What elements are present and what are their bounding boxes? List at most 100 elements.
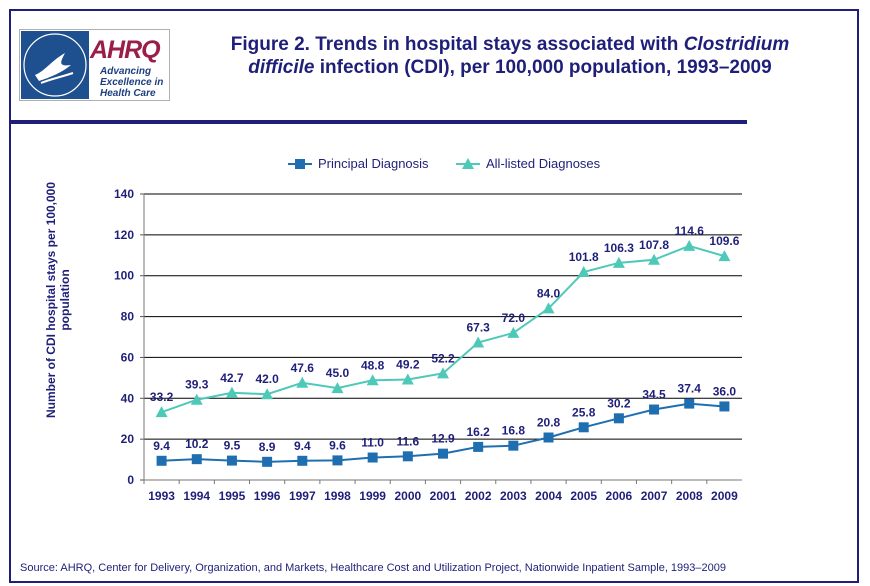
- y-tick-label: 80: [121, 310, 135, 324]
- data-point: [155, 406, 168, 418]
- tagline-line-1: Advancing: [100, 66, 152, 77]
- data-label: 84.0: [537, 286, 561, 300]
- figure-frame: [9, 9, 859, 583]
- x-tick-label: 2006: [606, 489, 633, 503]
- title-part-2: Clostridium: [683, 34, 790, 55]
- data-point: [332, 455, 343, 466]
- x-tick-label: 1999: [359, 489, 386, 503]
- y-tick-label: 0: [127, 473, 134, 487]
- x-tick-label: 2000: [394, 489, 421, 503]
- data-label: 109.6: [709, 234, 739, 248]
- data-point: [507, 326, 520, 338]
- data-point: [438, 448, 448, 459]
- data-point: [297, 455, 308, 466]
- data-label: 9.4: [294, 439, 311, 453]
- data-label: 11.0: [361, 436, 384, 450]
- y-tick-label: 20: [121, 432, 135, 446]
- data-label: 67.3: [466, 321, 490, 335]
- data-point: [473, 441, 484, 452]
- data-label: 33.2: [150, 390, 174, 404]
- data-label: 16.2: [466, 425, 490, 439]
- x-tick-label: 1996: [254, 489, 281, 503]
- figure-title: Figure 2. Trends in hospital stays assoc…: [180, 33, 840, 79]
- x-tick-label: 1993: [148, 489, 175, 503]
- data-label: 101.8: [569, 250, 599, 264]
- data-point: [262, 456, 273, 467]
- data-label: 107.8: [639, 238, 669, 252]
- tagline-line-3: Health Care: [100, 88, 156, 99]
- source-note: Source: AHRQ, Center for Delivery, Organ…: [20, 562, 726, 574]
- data-label: 39.3: [185, 378, 209, 392]
- data-point: [649, 404, 660, 415]
- data-label: 10.2: [185, 437, 209, 451]
- data-point: [261, 388, 274, 400]
- data-point: [190, 393, 203, 405]
- data-point: [226, 455, 237, 466]
- data-point: [401, 373, 414, 385]
- ahrq-wordmark: AHRQ: [90, 36, 161, 64]
- data-label: 37.4: [678, 382, 702, 396]
- data-label: 12.9: [431, 432, 455, 446]
- ahrq-tagline: Advancing Excellence in Health Care: [100, 66, 163, 99]
- x-tick-label: 1994: [183, 489, 210, 503]
- data-point: [366, 374, 379, 386]
- x-tick-label: 2003: [500, 489, 527, 503]
- data-label: 30.2: [607, 396, 631, 410]
- y-tick-label: 60: [121, 350, 135, 364]
- tagline-line-2: Excellence in: [100, 77, 164, 88]
- data-label: 9.6: [329, 438, 346, 452]
- data-point: [612, 256, 625, 268]
- data-point: [331, 382, 344, 394]
- data-label: 34.5: [642, 388, 666, 402]
- data-point: [578, 422, 589, 433]
- legend-label: All-listed Diagnoses: [486, 156, 601, 171]
- data-label: 36.0: [713, 384, 737, 398]
- x-tick-label: 2007: [641, 489, 668, 503]
- data-point: [191, 454, 202, 465]
- legend-marker: [462, 158, 474, 169]
- data-point: [437, 367, 449, 379]
- x-tick-label: 2009: [711, 489, 738, 503]
- x-tick-label: 2002: [465, 489, 492, 503]
- data-point: [402, 451, 413, 462]
- data-label: 106.3: [604, 241, 634, 255]
- data-label: 25.8: [572, 405, 596, 419]
- data-label: 49.2: [396, 357, 420, 371]
- x-tick-label: 1995: [219, 489, 246, 503]
- data-point: [718, 250, 731, 262]
- data-point: [648, 253, 661, 265]
- data-label: 45.0: [326, 366, 350, 380]
- data-point: [719, 401, 730, 412]
- data-label: 11.6: [396, 434, 419, 448]
- data-label: 16.8: [502, 424, 526, 438]
- data-point: [156, 455, 167, 466]
- data-point: [543, 432, 554, 443]
- data-label: 42.0: [255, 372, 279, 386]
- y-tick-label: 140: [114, 187, 134, 201]
- data-point: [613, 413, 624, 424]
- data-label: 52.2: [431, 351, 455, 365]
- series-line: [161, 244, 725, 414]
- hhs-seal-icon: [21, 31, 89, 99]
- x-tick-label: 2004: [535, 489, 562, 503]
- y-axis-label: Number of CDI hospital stays per 100,000…: [44, 181, 72, 419]
- data-point: [683, 239, 696, 251]
- x-tick-label: 2001: [430, 489, 457, 503]
- data-point: [296, 376, 309, 388]
- x-tick-label: 1997: [289, 489, 316, 503]
- y-tick-label: 100: [114, 269, 134, 283]
- x-tick-label: 1998: [324, 489, 351, 503]
- legend-label: Principal Diagnosis: [318, 156, 429, 171]
- title-part-4: infection (CDI), per 100,000 population,…: [314, 57, 772, 78]
- title-divider: [11, 120, 747, 124]
- data-label: 8.9: [259, 440, 276, 454]
- ahrq-logo: AHRQ Advancing Excellence in Health Care: [19, 29, 170, 101]
- x-tick-label: 2008: [676, 489, 703, 503]
- data-point: [542, 302, 555, 314]
- data-label: 114.6: [675, 224, 705, 238]
- title-part-3: difficile: [248, 57, 315, 78]
- data-point: [225, 386, 238, 398]
- legend-marker: [295, 159, 305, 169]
- data-point: [508, 440, 519, 451]
